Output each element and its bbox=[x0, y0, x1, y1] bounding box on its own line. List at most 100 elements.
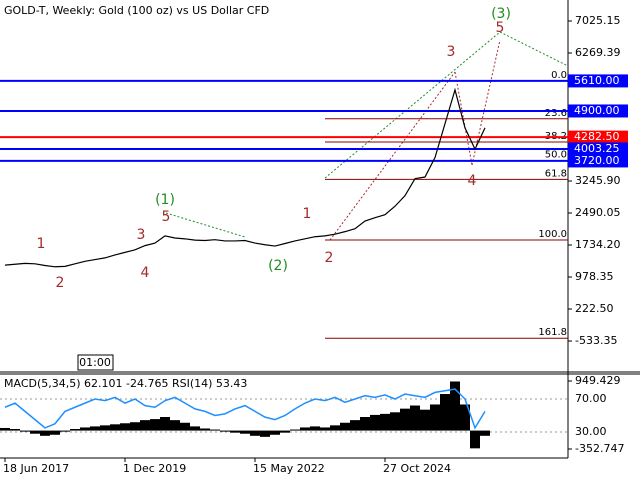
macd-bar bbox=[340, 422, 350, 431]
macd-bar bbox=[170, 420, 180, 431]
wave-line bbox=[499, 31, 569, 67]
macd-bar bbox=[140, 420, 150, 431]
macd-bar bbox=[350, 420, 360, 431]
price-line bbox=[4, 87, 486, 268]
y2-tick-label: 30.00 bbox=[575, 425, 607, 438]
y-tick-label: 949.429 bbox=[575, 374, 621, 387]
macd-bar bbox=[480, 430, 490, 436]
macd-bar bbox=[130, 422, 140, 431]
macd-bar bbox=[90, 426, 100, 431]
y-tick-label: 1734.20 bbox=[575, 238, 621, 251]
level-box bbox=[568, 130, 628, 144]
macd-bar bbox=[430, 404, 440, 431]
wave-label: (2) bbox=[268, 258, 288, 274]
y-tick-label: -352.747 bbox=[575, 442, 624, 455]
wave-line bbox=[165, 212, 246, 238]
wave-label: (3) bbox=[491, 6, 511, 22]
macd-bar bbox=[380, 413, 390, 431]
macd-bar bbox=[10, 429, 20, 431]
macd-bar bbox=[0, 427, 10, 431]
macd-bar bbox=[400, 408, 410, 431]
macd-bar bbox=[250, 430, 260, 436]
macd-bar bbox=[150, 419, 160, 431]
wave-label: 3 bbox=[137, 227, 146, 243]
macd-bar bbox=[320, 427, 330, 431]
wave-label: 2 bbox=[325, 250, 334, 266]
macd-bar bbox=[100, 425, 110, 431]
y-tick-label: 978.35 bbox=[575, 270, 614, 283]
macd-bar bbox=[230, 430, 240, 433]
y-tick-label: -533.35 bbox=[575, 334, 617, 347]
macd-bar bbox=[300, 427, 310, 431]
y-tick-label: 222.50 bbox=[575, 302, 614, 315]
chart-title: GOLD-T, Weekly: Gold (100 oz) vs US Doll… bbox=[4, 4, 269, 17]
fib-label: 0.0 bbox=[551, 70, 567, 81]
macd-bar bbox=[40, 430, 50, 436]
macd-bar bbox=[290, 429, 300, 431]
macd-bar bbox=[370, 414, 380, 431]
macd-bar bbox=[440, 394, 450, 431]
macd-bar bbox=[390, 412, 400, 431]
macd-bar bbox=[410, 405, 420, 431]
macd-bar bbox=[310, 426, 320, 431]
wave-label: 3 bbox=[447, 44, 456, 60]
macd-bar bbox=[280, 430, 290, 433]
macd-bar bbox=[190, 426, 200, 431]
wave-label: (1) bbox=[155, 192, 175, 208]
macd-bar bbox=[200, 428, 210, 431]
level-box bbox=[568, 104, 628, 118]
macd-bar bbox=[70, 429, 80, 431]
macd-bar bbox=[330, 425, 340, 431]
macd-bar bbox=[260, 430, 270, 437]
x-tick-label: 27 Oct 2024 bbox=[383, 462, 451, 475]
level-box bbox=[568, 154, 628, 168]
indicator-title: MACD(5,34,5) 62.101 -24.765 RSI(14) 53.4… bbox=[4, 377, 247, 390]
time-marker-box bbox=[77, 354, 114, 371]
level-label: 3720.00 bbox=[574, 154, 620, 167]
wave-line bbox=[329, 71, 456, 241]
macd-bar bbox=[20, 430, 30, 432]
y-tick-label: 3245.90 bbox=[575, 174, 621, 187]
level-label: 4900.00 bbox=[574, 104, 620, 117]
rsi-line bbox=[4, 388, 486, 430]
macd-bar bbox=[470, 430, 480, 449]
x-tick-label: 1 Dec 2019 bbox=[123, 462, 186, 475]
wave-label: 1 bbox=[303, 206, 312, 222]
macd-bar bbox=[240, 430, 250, 434]
macd-bar bbox=[460, 404, 470, 431]
macd-bar bbox=[80, 427, 90, 431]
fib-label: 61.8 bbox=[545, 168, 567, 179]
macd-bar bbox=[220, 430, 230, 432]
macd-bar bbox=[30, 430, 40, 434]
wave-label: 2 bbox=[56, 275, 65, 291]
macd-bar bbox=[160, 417, 170, 431]
y-tick-label: 7025.15 bbox=[575, 14, 621, 27]
level-label: 4003.25 bbox=[574, 142, 620, 155]
macd-bar bbox=[110, 424, 120, 431]
fib-label: 23.6 bbox=[545, 108, 567, 119]
level-box bbox=[568, 74, 628, 88]
wave-label: 5 bbox=[162, 209, 171, 225]
macd-bar bbox=[210, 429, 220, 431]
x-tick-label: 15 May 2022 bbox=[253, 462, 325, 475]
wave-label: 4 bbox=[141, 265, 150, 281]
macd-bar bbox=[50, 430, 60, 435]
fib-label: 161.8 bbox=[538, 327, 567, 338]
macd-bar bbox=[360, 417, 370, 431]
y2-tick-label: 70.00 bbox=[575, 392, 607, 405]
y-tick-label: 2490.05 bbox=[575, 206, 621, 219]
level-label: 5610.00 bbox=[574, 74, 620, 87]
wave-line bbox=[324, 31, 501, 179]
wave-label: 1 bbox=[37, 236, 46, 252]
wave-label: 4 bbox=[468, 173, 477, 189]
macd-bar bbox=[180, 422, 190, 431]
macd-bar bbox=[420, 409, 430, 431]
macd-bar bbox=[60, 430, 70, 432]
level-box bbox=[568, 142, 628, 156]
macd-bar bbox=[270, 430, 280, 435]
fib-label: 100.0 bbox=[538, 229, 567, 240]
x-tick-label: 18 Jun 2017 bbox=[3, 462, 69, 475]
y-tick-label: 6269.39 bbox=[575, 46, 621, 59]
macd-bar bbox=[120, 423, 130, 431]
